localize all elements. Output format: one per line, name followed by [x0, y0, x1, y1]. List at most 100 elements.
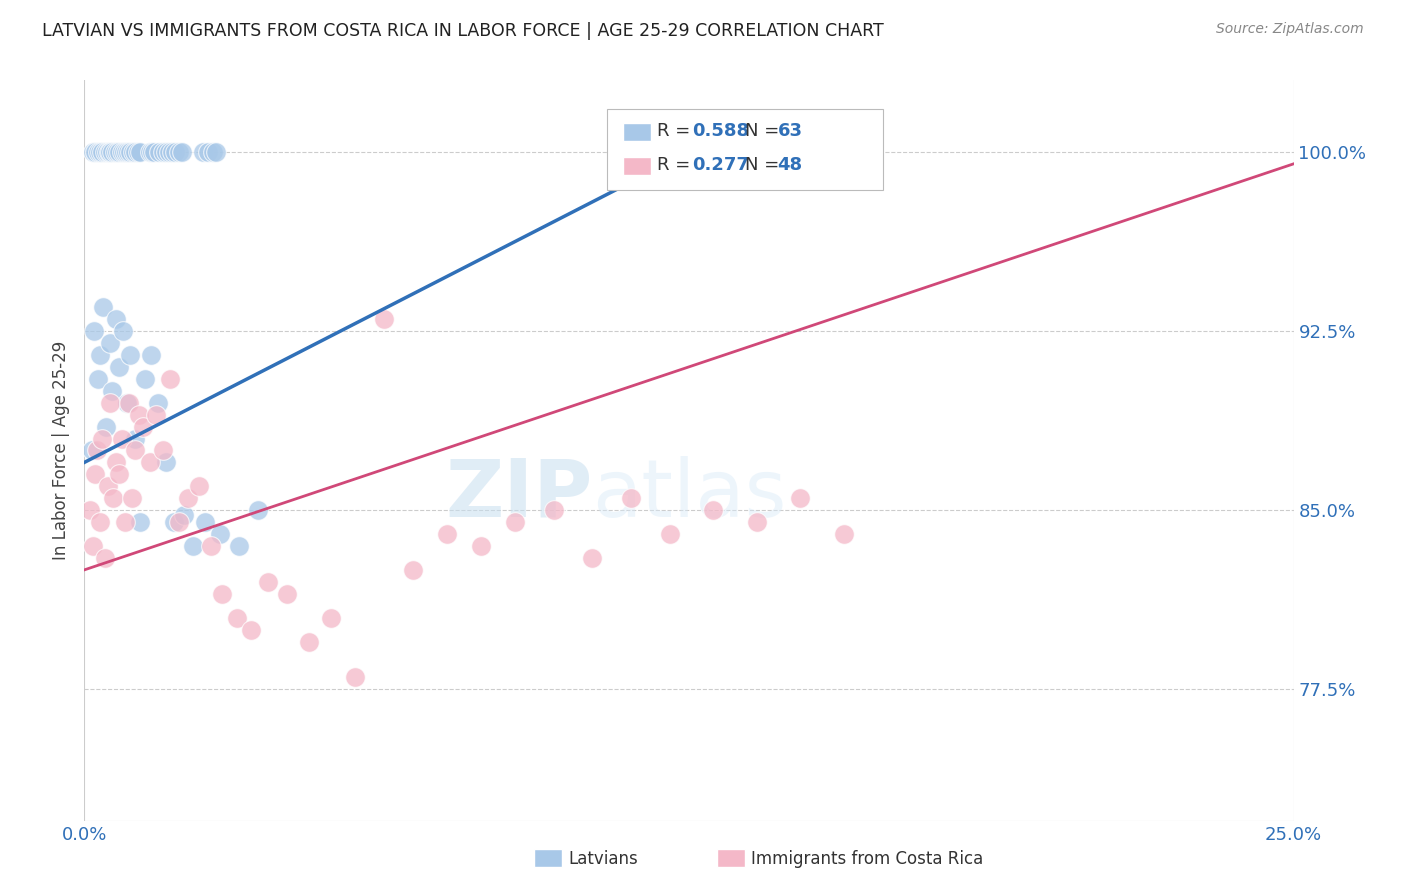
Text: Immigrants from Costa Rica: Immigrants from Costa Rica: [751, 850, 983, 868]
Point: [789, 491, 811, 506]
Point: [105, 455, 128, 469]
Point: [581, 550, 603, 565]
Point: [87, 145, 110, 159]
Point: [132, 419, 155, 434]
Point: [115, 145, 138, 159]
Point: [121, 145, 143, 159]
Point: [702, 503, 724, 517]
Point: [194, 515, 217, 529]
Point: [257, 574, 280, 589]
Point: [157, 145, 180, 159]
Point: [93, 145, 115, 159]
Text: 0.588: 0.588: [692, 122, 749, 140]
Point: [104, 312, 127, 326]
Point: [100, 145, 122, 159]
Point: [152, 145, 174, 159]
Point: [181, 539, 204, 553]
Point: [298, 634, 321, 648]
Point: [129, 145, 152, 159]
Point: [141, 145, 163, 159]
Point: [96, 145, 118, 159]
Point: [177, 491, 200, 506]
Point: [165, 145, 187, 159]
Point: [143, 145, 166, 159]
Point: [470, 539, 492, 553]
Text: R =: R =: [657, 122, 696, 140]
Point: [94, 419, 117, 434]
Point: [173, 508, 195, 522]
Point: [191, 145, 214, 159]
Point: [201, 145, 224, 159]
Point: [91, 300, 114, 314]
Point: [124, 145, 146, 159]
Point: [112, 324, 135, 338]
Point: [155, 145, 177, 159]
Point: [148, 145, 170, 159]
Point: [112, 145, 135, 159]
Point: [97, 479, 120, 493]
Point: [86, 443, 108, 458]
Point: [98, 336, 121, 351]
Point: [115, 395, 138, 409]
Point: [79, 503, 101, 517]
Point: [108, 145, 131, 159]
Point: [159, 372, 181, 386]
Point: [101, 384, 124, 398]
Text: LATVIAN VS IMMIGRANTS FROM COSTA RICA IN LABOR FORCE | AGE 25-29 CORRELATION CHA: LATVIAN VS IMMIGRANTS FROM COSTA RICA IN…: [42, 22, 884, 40]
Point: [100, 395, 122, 409]
Point: [228, 539, 250, 553]
Point: [103, 491, 125, 506]
Point: [120, 348, 142, 362]
Point: [402, 563, 425, 577]
Point: [121, 491, 143, 506]
Point: [89, 145, 111, 159]
Point: [145, 408, 167, 422]
Text: ZIP: ZIP: [444, 456, 592, 534]
Point: [82, 539, 104, 553]
Point: [89, 348, 111, 362]
Point: [543, 503, 565, 517]
Text: N =: N =: [745, 122, 785, 140]
Point: [319, 610, 342, 624]
Point: [111, 432, 134, 446]
Point: [101, 145, 124, 159]
Point: [503, 515, 526, 529]
Point: [104, 145, 127, 159]
Point: [108, 359, 131, 374]
Point: [134, 372, 156, 386]
Point: [91, 432, 114, 446]
Point: [240, 623, 263, 637]
Point: [373, 312, 395, 326]
Point: [162, 145, 184, 159]
Text: 0.277: 0.277: [692, 156, 748, 174]
Point: [200, 539, 222, 553]
Point: [87, 372, 110, 386]
Point: [167, 145, 190, 159]
Point: [344, 670, 367, 684]
Point: [138, 145, 160, 159]
Point: [82, 145, 104, 159]
Text: atlas: atlas: [592, 456, 786, 534]
Point: [93, 550, 115, 565]
Point: [89, 515, 111, 529]
Point: [105, 145, 128, 159]
Text: N =: N =: [745, 156, 785, 174]
Text: R =: R =: [657, 156, 696, 174]
Point: [188, 479, 211, 493]
Point: [167, 515, 190, 529]
Point: [124, 432, 146, 446]
Point: [146, 395, 169, 409]
Point: [83, 324, 105, 338]
Point: [118, 395, 141, 409]
Point: [276, 587, 298, 601]
Point: [152, 443, 174, 458]
Point: [155, 455, 177, 469]
Point: [832, 527, 855, 541]
Point: [745, 515, 768, 529]
Point: [84, 145, 107, 159]
Point: [124, 443, 146, 458]
Text: 48: 48: [778, 156, 803, 174]
Point: [114, 515, 136, 529]
Point: [211, 587, 233, 601]
Point: [138, 455, 160, 469]
